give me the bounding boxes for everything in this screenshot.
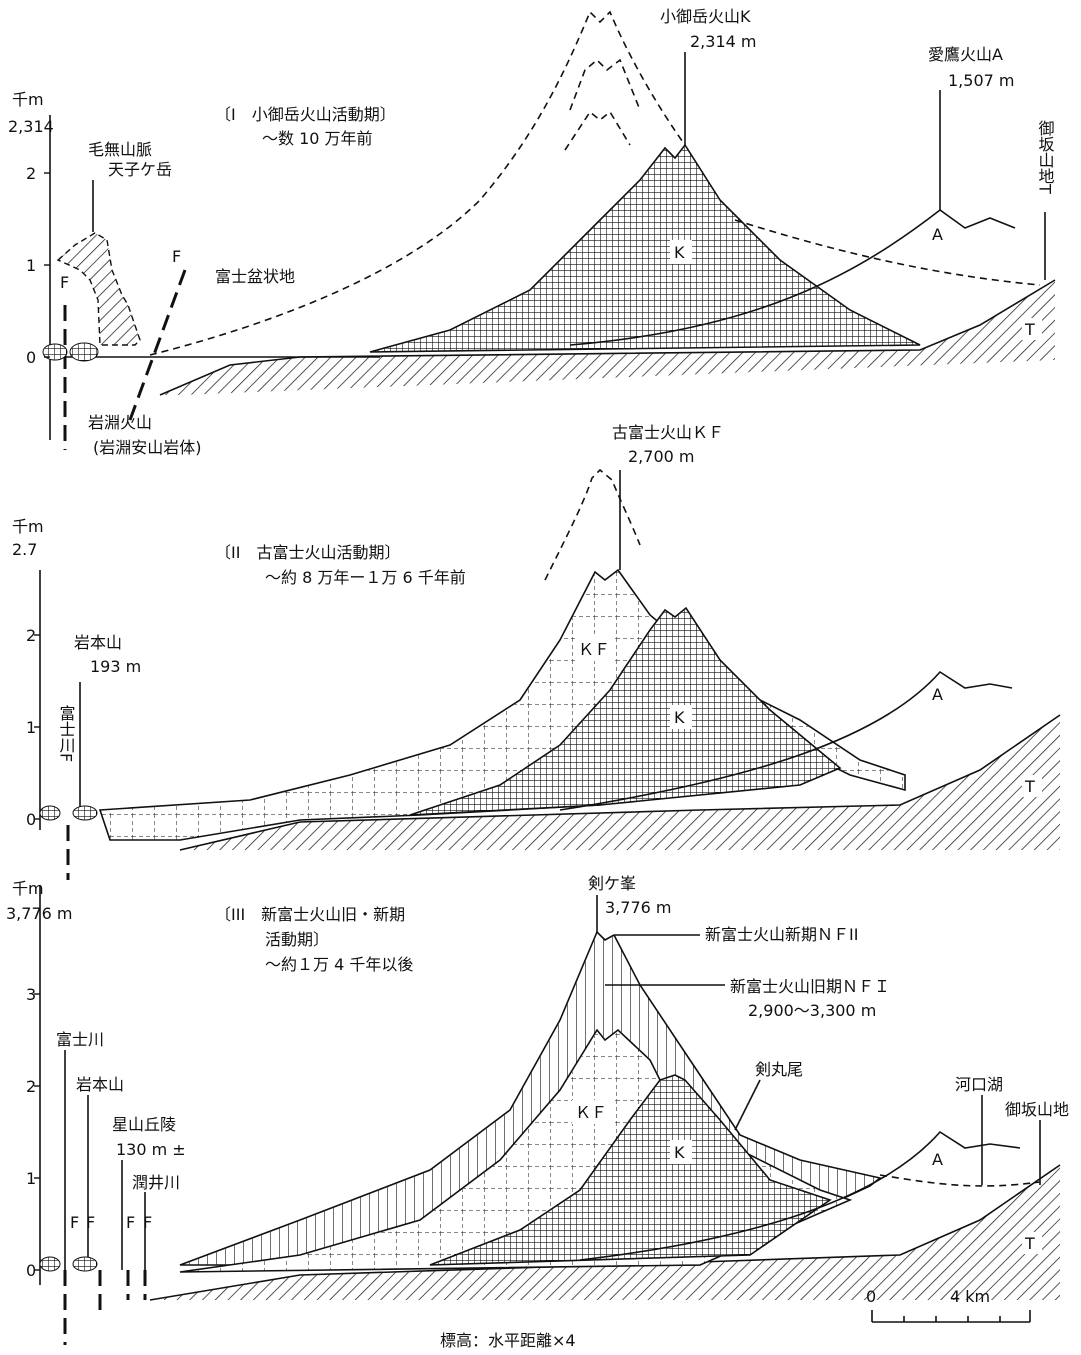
label: 剣丸尾 [755,1060,803,1079]
label: ＫＦ [578,640,610,659]
label: K [674,1143,685,1162]
label: F [86,1213,95,1232]
label: 2,700 m [628,447,694,466]
paleo-outline [880,1175,1040,1186]
panel-2: 千m 2.7 〔II 古富士火山活動期〕 〜約 8 万年ー１万 6 千年前 古富… [12,423,1060,880]
label: 新富士火山新期ＮＦII [705,925,858,944]
label: F [126,1213,135,1232]
label: K [674,708,685,727]
caption: 標高：水平距離×4 [440,1331,576,1350]
period: 活動期〕 [265,930,329,949]
age: 〜数 10 万年前 [262,129,373,148]
paleo-outline [565,112,630,150]
scale-label: 4 km [950,1287,990,1306]
hill [40,1257,60,1271]
panel-3: 千m 3,776 m 〔III 新富士火山旧・新期 活動期〕 〜約１万 4 千年… [6,874,1069,1345]
label: 天子ケ岳 [108,160,172,179]
panel-1: 千m 2,314 〔I 小御岳火山活動期〕 〜数 10 万年前 小御岳火山K 2… [8,7,1055,457]
label: F [70,1213,79,1232]
label: 愛鷹火山A [928,45,1003,64]
period: 〔III 新富士火山旧・新期 [215,905,405,924]
y-tick-label: 0 [26,348,36,367]
label: 193 m [90,657,141,676]
label: 2,314 m [690,32,756,51]
hill [73,806,97,820]
label: 御坂山地T [1036,120,1055,194]
hill [40,806,60,820]
label: F [60,273,69,292]
age: 〜約 8 万年ー１万 6 千年前 [265,568,466,587]
label: 小御岳火山K [660,7,751,26]
label: F [143,1213,152,1232]
scale-line [872,1310,1030,1322]
fault [130,270,185,420]
label: K [674,243,685,262]
paleo-outline [545,470,640,580]
label: 新富士火山旧期ＮＦＩ [730,977,890,996]
label: 古富士火山ＫＦ [612,423,724,442]
label: A [932,1150,943,1169]
period: 〔II 古富士火山活動期〕 [215,543,400,562]
label: 岩本山 [76,1075,124,1094]
hill [73,1257,97,1271]
label: 潤井川 [132,1173,180,1192]
label: 3,776 m [605,898,671,917]
axis-top: 3,776 m [6,904,72,923]
label: T [1024,320,1035,339]
label: T [1024,777,1035,796]
label: 星山丘陵 [112,1115,176,1134]
axis-unit: 千m [12,90,44,109]
axis-unit: 千m [12,517,44,536]
y-tick-label: 1 [26,256,36,275]
label: 岩淵火山 [88,413,152,432]
komitake [370,145,920,352]
label: 富士川 [56,1030,104,1049]
axis-top: 2.7 [12,540,37,559]
label: 130 m ± [116,1140,186,1159]
period: 〔I 小御岳火山活動期〕 [215,105,396,124]
label: 富士盆状地 [215,267,295,286]
axis-top: 2,314 [8,117,54,136]
label: 富士川F [57,705,76,762]
paleo-outline [570,60,640,110]
label: T [1024,1234,1035,1253]
axis-unit: 千m [12,879,44,898]
kenashi [58,233,140,345]
label: 剣ケ峯 [588,874,636,893]
hill [70,343,98,361]
label: A [932,685,943,704]
label: 御坂山地 [1005,1100,1069,1119]
label: 岩本山 [74,633,122,652]
label: F [172,247,181,266]
label: 1,507 m [948,71,1014,90]
label: 2,900〜3,300 m [748,1001,876,1020]
scale-label: 0 [866,1287,876,1306]
age: 〜約１万 4 千年以後 [265,955,413,974]
label: (岩淵安山岩体) [93,438,202,457]
leader [735,1080,760,1130]
label: 河口湖 [955,1075,1003,1094]
label: ＫＦ [575,1103,607,1122]
y-tick-label: 2 [26,164,36,183]
label: A [932,225,943,244]
cross-sections: 千m 2,314 〔I 小御岳火山活動期〕 〜数 10 万年前 小御岳火山K 2… [0,0,1081,1355]
label: 毛無山脈 [88,140,152,159]
